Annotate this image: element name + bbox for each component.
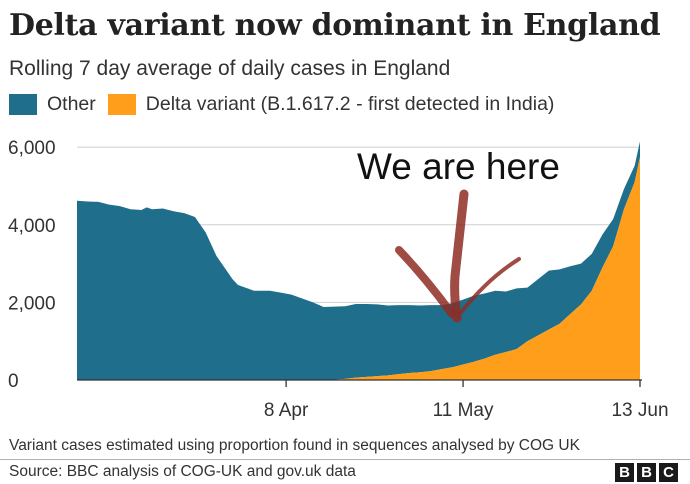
bbc-logo: B B C <box>615 463 678 482</box>
y-tick-label: 6,000 <box>8 138 56 159</box>
area-series-other <box>77 141 640 380</box>
bbc-logo-letter-c: C <box>659 463 678 482</box>
x-tick-label: 8 Apr <box>264 400 309 421</box>
footnote: Variant cases estimated using proportion… <box>9 437 580 454</box>
annotation-text: We are here <box>357 146 560 187</box>
chart-subtitle: Rolling 7 day average of daily cases in … <box>9 57 451 80</box>
chart-area: 0 2,000 4,000 6,000 8 Apr 11 May 13 Jun <box>8 138 669 421</box>
bbc-logo-letter-b2: B <box>637 463 656 482</box>
legend-item-other: Other <box>9 93 96 116</box>
y-tick-label: 2,000 <box>8 293 56 314</box>
x-tick-label: 11 May <box>433 400 494 421</box>
legend-swatch-other <box>9 93 37 115</box>
legend-label-other: Other <box>47 92 96 115</box>
legend: Other Delta variant (B.1.617.2 - first d… <box>9 91 566 117</box>
footer-divider <box>0 459 690 460</box>
legend-item-delta: Delta variant (B.1.617.2 - first detecte… <box>107 92 555 116</box>
x-tick-label: 13 Jun <box>611 400 668 421</box>
source-note: Source: BBC analysis of COG-UK and gov.u… <box>9 463 356 480</box>
y-tick-label: 0 <box>8 371 19 392</box>
legend-swatch-delta <box>107 93 136 115</box>
chart-title: Delta variant now dominant in England <box>9 8 661 43</box>
area-series-delta <box>77 156 640 380</box>
legend-label-delta: Delta variant (B.1.617.2 - first detecte… <box>145 92 555 115</box>
bbc-logo-letter-b1: B <box>615 463 634 482</box>
y-tick-label: 4,000 <box>8 216 56 237</box>
